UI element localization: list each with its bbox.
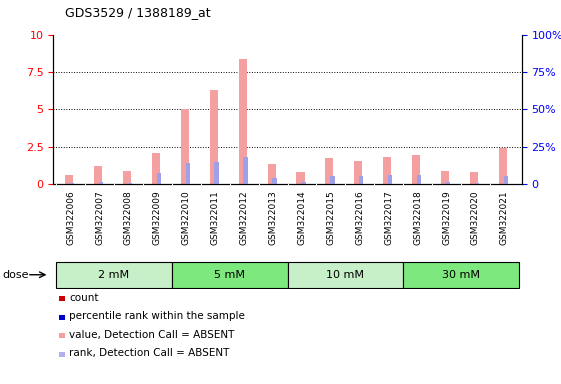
Bar — [388, 175, 392, 184]
Text: 10 mM: 10 mM — [327, 270, 364, 280]
Bar — [499, 148, 507, 184]
Bar — [383, 157, 392, 184]
Bar — [238, 58, 247, 184]
Text: GSM322011: GSM322011 — [211, 190, 220, 245]
Text: GSM322012: GSM322012 — [240, 190, 249, 245]
Text: GSM322007: GSM322007 — [95, 190, 104, 245]
Bar — [296, 172, 305, 184]
Bar — [152, 153, 160, 184]
Text: GSM322016: GSM322016 — [355, 190, 364, 245]
Bar — [446, 182, 450, 184]
Text: GSM322021: GSM322021 — [500, 190, 509, 245]
Bar — [157, 173, 161, 184]
Text: percentile rank within the sample: percentile rank within the sample — [69, 311, 245, 321]
Text: 30 mM: 30 mM — [442, 270, 480, 280]
Text: GSM322015: GSM322015 — [327, 190, 335, 245]
Text: GSM322014: GSM322014 — [297, 190, 306, 245]
Bar — [441, 171, 449, 184]
Bar — [214, 162, 219, 184]
Text: 5 mM: 5 mM — [214, 270, 245, 280]
Bar — [268, 164, 275, 184]
Bar — [288, 262, 403, 288]
Bar — [65, 175, 73, 184]
Text: GSM322018: GSM322018 — [413, 190, 422, 245]
Bar — [330, 176, 334, 184]
Bar — [186, 162, 190, 184]
Bar — [504, 176, 508, 184]
Text: count: count — [69, 293, 99, 303]
Text: GDS3529 / 1388189_at: GDS3529 / 1388189_at — [65, 6, 210, 19]
Text: GSM322006: GSM322006 — [66, 190, 75, 245]
Text: value, Detection Call = ABSENT: value, Detection Call = ABSENT — [69, 330, 234, 340]
Bar — [99, 182, 103, 184]
Bar — [172, 262, 287, 288]
Bar — [417, 175, 421, 184]
Bar — [359, 176, 364, 184]
Text: GSM322019: GSM322019 — [442, 190, 451, 245]
Bar — [272, 177, 277, 184]
Bar — [94, 166, 102, 184]
Bar — [475, 182, 479, 184]
Bar — [301, 182, 306, 184]
Text: GSM322008: GSM322008 — [124, 190, 133, 245]
Text: dose: dose — [3, 270, 29, 280]
Text: GSM322017: GSM322017 — [384, 190, 393, 245]
Bar — [128, 182, 132, 184]
Text: GSM322009: GSM322009 — [153, 190, 162, 245]
Bar — [70, 183, 74, 184]
Bar — [123, 171, 131, 184]
Bar — [56, 262, 172, 288]
Text: 2 mM: 2 mM — [99, 270, 130, 280]
Bar — [470, 172, 478, 184]
Text: GSM322013: GSM322013 — [269, 190, 278, 245]
Bar — [325, 158, 333, 184]
Bar — [181, 109, 189, 184]
Bar — [355, 161, 362, 184]
Text: GSM322010: GSM322010 — [182, 190, 191, 245]
Text: GSM322020: GSM322020 — [471, 190, 480, 245]
Bar — [403, 262, 519, 288]
Bar — [210, 90, 218, 184]
Text: rank, Detection Call = ABSENT: rank, Detection Call = ABSENT — [69, 348, 229, 358]
Bar — [412, 155, 420, 184]
Bar — [243, 157, 248, 184]
